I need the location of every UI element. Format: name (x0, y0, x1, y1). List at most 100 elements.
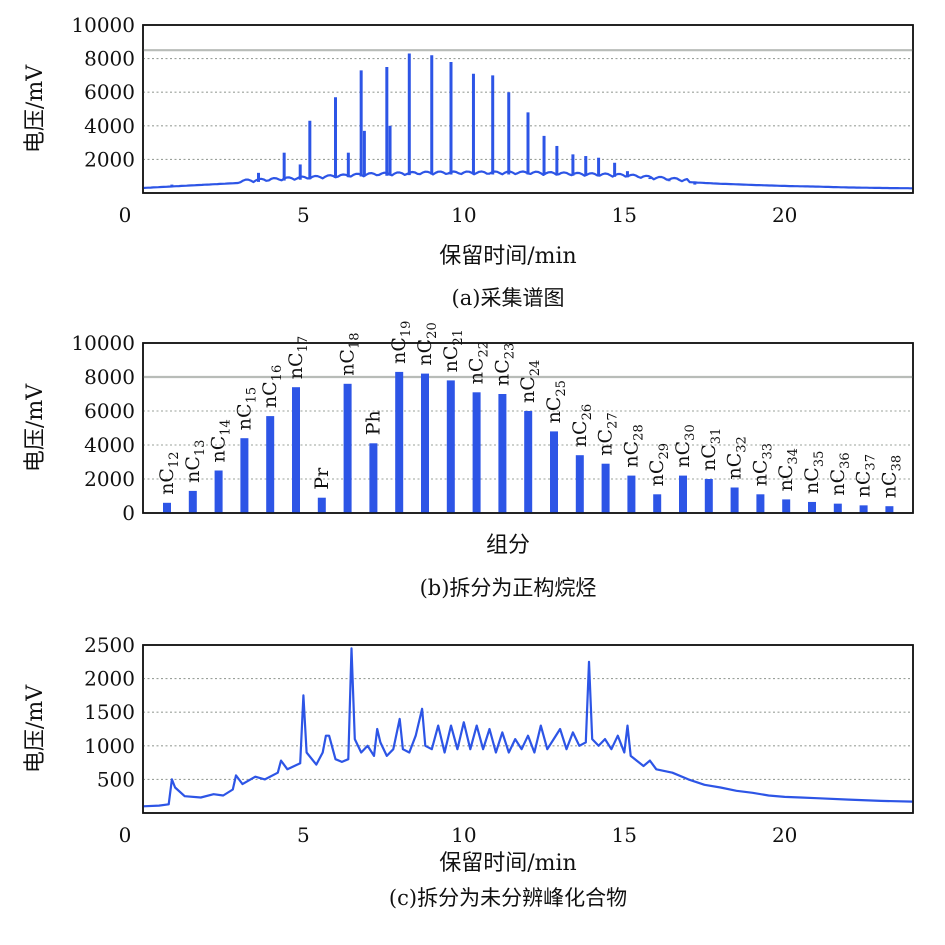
bar (369, 443, 378, 513)
panel-caption: (c)拆分为未分辨峰化合物 (389, 886, 627, 910)
component-label: nC37 (853, 454, 879, 497)
panel-b: 0 2000 4000 6000 8000 10000 电压/mV nC12 nC13 nC14 n… (23, 321, 914, 600)
bar (679, 475, 687, 513)
component-label: nC33 (749, 443, 775, 486)
bar (782, 499, 791, 513)
y-tick-label: 2000 (84, 467, 135, 491)
x-axis-title: 组分 (486, 533, 530, 558)
component-label: nC28 (620, 424, 646, 467)
component-label: Pr (311, 467, 333, 490)
x-tick-label: 15 (612, 823, 637, 847)
bar (214, 470, 223, 513)
component-label: nC21 (440, 329, 466, 372)
bar (601, 463, 610, 513)
bar (808, 501, 816, 513)
bar (343, 383, 352, 513)
component-label: nC23 (491, 343, 517, 386)
component-label: nC20 (414, 322, 440, 365)
x-tick-label: 15 (612, 203, 637, 227)
bar (524, 411, 533, 513)
x-tick-label: 0 (119, 823, 132, 847)
y-tick-label: 4000 (84, 114, 135, 138)
plot-border (142, 342, 914, 514)
component-label: nC38 (878, 455, 904, 498)
plot-border (142, 24, 914, 194)
bar (704, 479, 713, 513)
x-tick-label: 10 (451, 203, 476, 227)
bar (575, 455, 584, 513)
bar (833, 503, 842, 513)
bar (550, 431, 558, 513)
bar (292, 387, 300, 513)
y-tick-label: 0 (122, 501, 135, 525)
component-label: nC14 (208, 419, 234, 462)
y-tick-label: 1500 (84, 700, 135, 724)
bar (498, 394, 507, 513)
bar (446, 380, 455, 513)
component-label: nC24 (517, 360, 543, 403)
bar (627, 475, 636, 513)
bar (163, 502, 171, 513)
bar (240, 438, 249, 513)
component-label: nC34 (775, 448, 801, 491)
x-tick-label: 20 (772, 823, 797, 847)
bar (885, 506, 894, 513)
y-tick-label: 6000 (84, 399, 135, 423)
ucm-trace (142, 647, 914, 808)
bar (188, 490, 197, 513)
y-tick-label: 4000 (84, 433, 135, 457)
component-label: Ph (362, 410, 384, 435)
component-label: nC16 (259, 365, 285, 408)
panel-caption: (b)拆分为正构烷烃 (420, 576, 597, 600)
y-tick-label: 1000 (84, 734, 135, 758)
y-tick-label: 10000 (71, 13, 135, 37)
component-label: nC29 (646, 443, 672, 486)
x-axis-title: 保留时间/min (439, 851, 576, 876)
plot-border (142, 644, 914, 814)
y-tick-label: 10000 (71, 331, 135, 355)
x-tick-label: 10 (451, 823, 476, 847)
x-tick-label: 5 (297, 203, 310, 227)
component-label: nC22 (466, 341, 492, 384)
plot-area (142, 644, 914, 814)
component-label: nC26 (569, 404, 595, 447)
y-axis-title: 电压/mV (23, 64, 48, 153)
component-label: nC35 (801, 451, 827, 494)
component-label: nC12 (156, 451, 182, 494)
component-label: nC19 (388, 321, 414, 364)
panel-a: 2000 4000 6000 8000 10000 电压/mV 0 5 10 15 20 保留时间/m… (23, 13, 914, 310)
y-axis-title: 电压/mV (23, 684, 48, 773)
bar (653, 494, 662, 513)
x-tick-label: 5 (297, 823, 310, 847)
component-label: nC17 (285, 336, 311, 379)
y-tick-label: 500 (97, 767, 135, 791)
component-label: nC30 (672, 424, 698, 467)
component-label: nC31 (698, 428, 724, 471)
y-tick-label: 8000 (84, 365, 135, 389)
component-label: nC32 (724, 436, 750, 479)
bar (421, 373, 429, 513)
y-axis-title: 电压/mV (23, 383, 48, 472)
panel-caption: (a)采集谱图 (452, 286, 565, 310)
bar (859, 505, 868, 513)
component-label: nC27 (595, 412, 621, 455)
bar (730, 487, 739, 513)
x-axis-title: 保留时间/min (439, 244, 576, 269)
component-label: nC18 (337, 332, 363, 375)
bar (395, 371, 404, 513)
component-label: nC36 (827, 452, 853, 495)
y-tick-label: 2500 (84, 633, 135, 657)
y-tick-label: 2000 (84, 147, 135, 171)
component-label: nC25 (543, 380, 569, 423)
bar (317, 497, 326, 513)
bar (472, 392, 481, 513)
bar (756, 494, 765, 513)
y-tick-label: 8000 (84, 47, 135, 71)
component-label: nC13 (182, 440, 208, 483)
panel-c: 500 1000 1500 2000 2500 电压/mV 0 5 10 15 20 保留时间/min… (23, 633, 914, 910)
bar (266, 416, 275, 513)
x-tick-label: 0 (119, 203, 132, 227)
y-tick-label: 6000 (84, 80, 135, 104)
x-tick-label: 20 (772, 203, 797, 227)
